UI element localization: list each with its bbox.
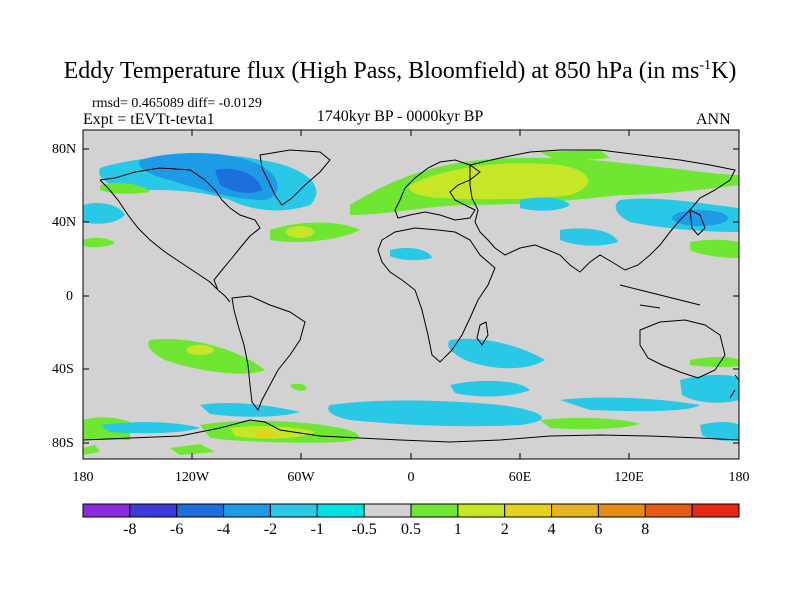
lat-label: 80N (52, 142, 77, 157)
rmsd-label: rmsd= 0.465089 diff= -0.0129 (92, 96, 262, 111)
lon-label: 60E (508, 470, 532, 485)
colorbar-label: 8 (641, 521, 650, 538)
colorbar-label: 1 (453, 521, 462, 538)
colorbar-label: -8 (123, 521, 137, 538)
lat-label: 40S (52, 362, 74, 377)
period-label: 1740kyr BP - 0000kyr BP (316, 108, 484, 125)
colorbar-label: 4 (547, 521, 556, 538)
coastlines (82, 149, 740, 443)
plot-title: Eddy Temperature flux (High Pass, Bloomf… (63, 58, 737, 84)
lat-label: 40N (52, 215, 77, 230)
lon-label: 0 (407, 470, 415, 485)
experiment-label: Expt = tEVTt-tevta1 (83, 111, 215, 128)
colorbar-label: 6 (594, 521, 603, 538)
lon-label: 120E (614, 470, 644, 485)
lon-label: 180 (72, 470, 94, 485)
lat-label: 80S (52, 436, 74, 451)
colorbar-label: -0.5 (351, 521, 377, 538)
colorbar-label: -1 (310, 521, 324, 538)
colorbar-label: -6 (170, 521, 184, 538)
colorbar-label: -2 (263, 521, 278, 538)
colorbar-label: -4 (216, 521, 231, 538)
colorbar-label: 2 (500, 521, 509, 538)
lon-label: 180 (728, 470, 750, 485)
lon-label: 60W (287, 470, 315, 485)
lat-label: 0 (66, 289, 73, 304)
lon-label: 120W (174, 470, 210, 485)
season-label: ANN (696, 111, 731, 128)
colorbar-label: 0.5 (401, 521, 421, 538)
tick-marks (82, 130, 740, 459)
